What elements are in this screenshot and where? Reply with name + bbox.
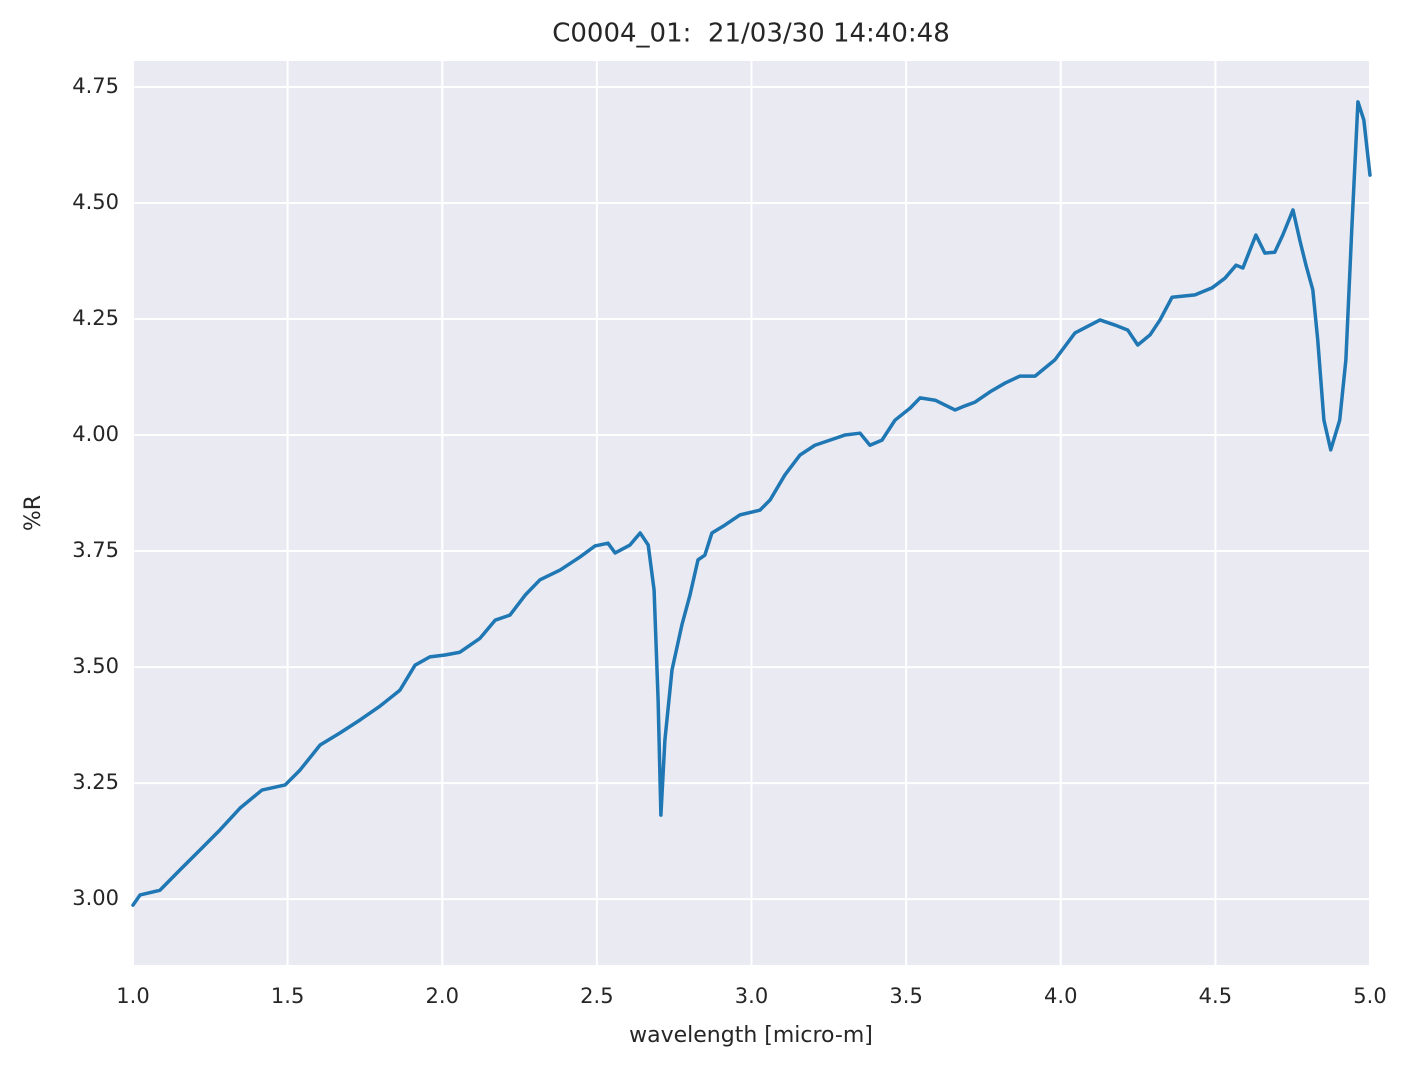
spectrum-line [131, 100, 1372, 907]
x-tick-label: 2.5 [580, 984, 613, 1008]
chart-title: C0004_01: 21/03/30 14:40:48 [552, 19, 950, 49]
x-tick-label: 3.0 [735, 984, 768, 1008]
x-tick-label: 4.5 [1199, 984, 1232, 1008]
x-tick-label: 5.0 [1353, 984, 1386, 1008]
y-tick-label: 4.25 [72, 306, 119, 330]
y-tick-label: 4.75 [72, 74, 119, 98]
x-tick-label: 2.0 [426, 984, 459, 1008]
y-tick-label: 3.00 [72, 886, 119, 910]
y-tick-label: 4.50 [72, 190, 119, 214]
x-tick-label: 1.0 [116, 984, 149, 1008]
y-tick-label: 3.25 [72, 770, 119, 794]
x-axis-label: wavelength [micro-m] [629, 1023, 873, 1048]
y-tick-label: 3.75 [72, 538, 119, 562]
y-tick-label: 4.00 [72, 422, 119, 446]
x-tick-label: 4.0 [1044, 984, 1077, 1008]
y-tick-label: 3.50 [72, 654, 119, 678]
y-axis-label: %R [21, 495, 46, 531]
x-tick-label: 3.5 [889, 984, 922, 1008]
x-tick-label: 1.5 [271, 984, 304, 1008]
